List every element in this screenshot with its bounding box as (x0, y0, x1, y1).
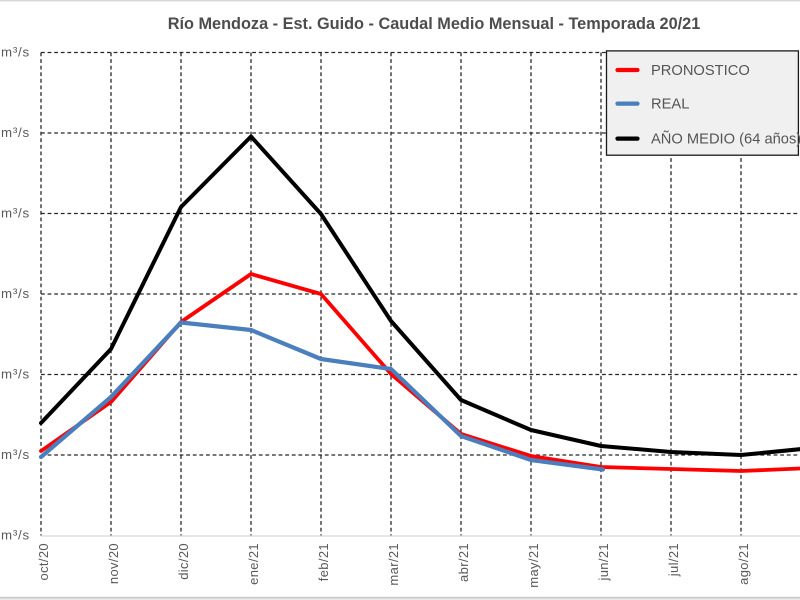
svg-text:feb/21: feb/21 (316, 543, 331, 581)
svg-text:abr/21: abr/21 (456, 543, 471, 582)
svg-text:mar/21: mar/21 (386, 543, 401, 586)
svg-text:m³/s: m³/s (1, 286, 30, 301)
svg-text:m³/s: m³/s (1, 125, 30, 140)
svg-text:PRONOSTICO: PRONOSTICO (651, 63, 750, 79)
svg-text:ene/21: ene/21 (246, 543, 261, 585)
svg-text:nov/20: nov/20 (106, 543, 121, 584)
svg-text:m³/s: m³/s (1, 206, 30, 221)
svg-text:oct/20: oct/20 (36, 543, 51, 581)
svg-text:m³/s: m³/s (1, 528, 30, 543)
svg-text:m³/s: m³/s (1, 45, 30, 60)
svg-text:AÑO MEDIO (64 años): AÑO MEDIO (64 años) (651, 131, 800, 148)
svg-text:Río Mendoza - Est. Guido - Cau: Río Mendoza - Est. Guido - Caudal Medio … (168, 15, 701, 33)
svg-text:jul/21: jul/21 (666, 543, 681, 577)
svg-text:ago/21: ago/21 (736, 543, 751, 585)
svg-text:m³/s: m³/s (1, 367, 30, 382)
svg-text:jun/21: jun/21 (596, 543, 611, 582)
svg-text:m³/s: m³/s (1, 447, 30, 462)
svg-text:may/21: may/21 (526, 543, 541, 588)
svg-text:REAL: REAL (651, 97, 689, 113)
svg-text:dic/20: dic/20 (176, 543, 191, 580)
